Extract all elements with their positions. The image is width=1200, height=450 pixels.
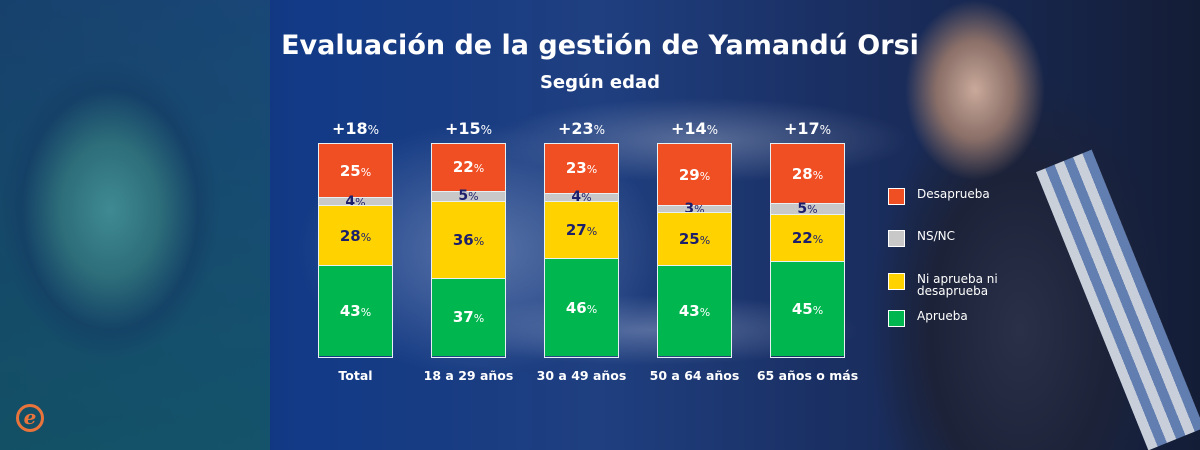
data-label: 23% bbox=[565, 159, 598, 178]
stacked-bar: 28% 5% 22% 45% bbox=[770, 143, 845, 358]
bar-segment-desaprueba: 28% bbox=[771, 144, 844, 204]
data-label: 36% bbox=[452, 230, 485, 249]
bar-segment-ni: 27% bbox=[545, 201, 618, 259]
legend-item-desaprueba: Desaprueba bbox=[888, 188, 1028, 205]
data-label: 25% bbox=[339, 161, 372, 180]
data-label: 43% bbox=[339, 301, 372, 320]
bar-segment-desaprueba: 23% bbox=[545, 144, 618, 193]
data-label: 5% bbox=[458, 188, 479, 205]
category-label: Total bbox=[338, 368, 373, 383]
bar-segment-aprueba: 37% bbox=[432, 277, 505, 356]
data-label: 3% bbox=[684, 201, 705, 218]
category-label: 18 a 29 años bbox=[423, 368, 514, 383]
stacked-bar: 25% 4% 28% 43% bbox=[318, 143, 393, 358]
data-label: 22% bbox=[452, 158, 485, 177]
net-approval-label: +23% bbox=[557, 119, 606, 138]
bar-segment-ni: 36% bbox=[432, 201, 505, 278]
data-label: 37% bbox=[452, 308, 485, 327]
net-approval-label: +14% bbox=[670, 119, 719, 138]
data-label: 4% bbox=[571, 189, 592, 206]
bar-segment-nsnc: 4% bbox=[545, 189, 618, 205]
bar-segment-desaprueba: 29% bbox=[658, 144, 731, 206]
bar-segment-desaprueba: 22% bbox=[432, 144, 505, 191]
data-label: 46% bbox=[565, 298, 598, 317]
legend-label: Desaprueba bbox=[917, 187, 990, 201]
data-label: 4% bbox=[345, 193, 366, 210]
bar-segment-nsnc: 3% bbox=[658, 201, 731, 217]
legend-label: Ni aprueba ni desaprueba bbox=[917, 272, 998, 298]
bar-segment-aprueba: 45% bbox=[771, 260, 844, 356]
brand-logo-icon: e bbox=[16, 404, 44, 432]
net-approval-label: +18% bbox=[331, 119, 380, 138]
net-approval-label: +15% bbox=[444, 119, 493, 138]
net-approval-label: +17% bbox=[783, 119, 832, 138]
chart-title: Evaluación de la gestión de Yamandú Orsi bbox=[281, 30, 919, 61]
stacked-bar: 29% 3% 25% 43% bbox=[657, 143, 732, 358]
data-label: 22% bbox=[791, 228, 824, 247]
bar-segment-desaprueba: 25% bbox=[319, 144, 392, 197]
data-label: 28% bbox=[791, 164, 824, 183]
legend-swatch-nsnc bbox=[888, 230, 905, 247]
legend-item-aprueba: Aprueba bbox=[888, 310, 1028, 327]
category-label: 30 a 49 años bbox=[536, 368, 627, 383]
bar-segment-ni: 22% bbox=[771, 213, 844, 261]
bar-segment-ni: 28% bbox=[319, 205, 392, 265]
bar-segment-nsnc: 5% bbox=[771, 201, 844, 218]
photo-right-person bbox=[870, 0, 1200, 450]
bar-segment-nsnc: 4% bbox=[319, 194, 392, 210]
bar-segment-aprueba: 46% bbox=[545, 258, 618, 356]
bar-segment-aprueba: 43% bbox=[319, 264, 392, 356]
presidential-sash bbox=[1035, 149, 1200, 450]
bar-segment-ni: 25% bbox=[658, 211, 731, 265]
bar-segment-aprueba: 43% bbox=[658, 264, 731, 356]
legend-label: NS/NC bbox=[917, 229, 955, 243]
legend-item-ni: Ni aprueba ni desaprueba bbox=[888, 273, 1028, 297]
category-label: 65 años o más bbox=[756, 368, 859, 383]
legend-item-nsnc: NS/NC bbox=[888, 230, 1028, 247]
data-label: 43% bbox=[678, 301, 711, 320]
chart-subtitle: Según edad bbox=[539, 72, 661, 93]
category-label: 50 a 64 años bbox=[649, 368, 740, 383]
data-label: 29% bbox=[678, 165, 711, 184]
bar-segment-nsnc: 5% bbox=[432, 188, 505, 205]
photo-left-person bbox=[0, 0, 270, 450]
legend-label: Aprueba bbox=[917, 309, 968, 323]
stacked-bar: 22% 5% 36% 37% bbox=[431, 143, 506, 358]
stacked-bar: 23% 4% 27% 46% bbox=[544, 143, 619, 358]
data-label: 28% bbox=[339, 226, 372, 245]
legend-swatch-desaprueba bbox=[888, 188, 905, 205]
data-label: 5% bbox=[797, 201, 818, 218]
legend-swatch-ni bbox=[888, 273, 905, 290]
legend-swatch-aprueba bbox=[888, 310, 905, 327]
data-label: 25% bbox=[678, 229, 711, 248]
data-label: 27% bbox=[565, 221, 598, 240]
data-label: 45% bbox=[791, 299, 824, 318]
